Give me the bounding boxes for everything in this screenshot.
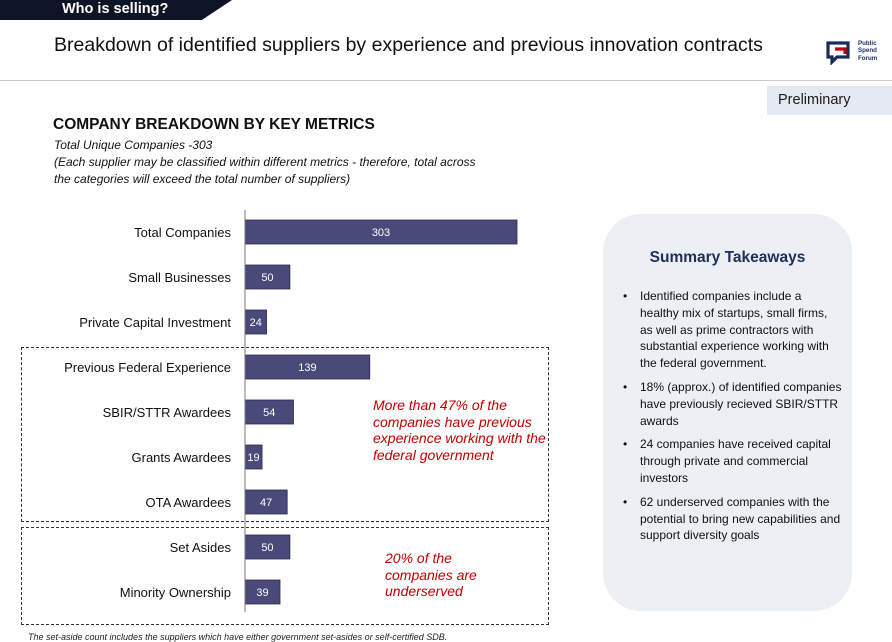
summary-item: • 18% (approx.) of identified companies h…: [623, 379, 842, 428]
bar-value-label: 303: [372, 227, 390, 239]
summary-takeaways-card: Summary Takeaways • Identified companies …: [603, 214, 852, 611]
bar-value-label: 50: [261, 542, 273, 554]
company-breakdown-bar-chart: 303 Total Companies 50 Small Businesses 24 Pr…: [64, 210, 518, 612]
bullet-icon: •: [623, 289, 628, 303]
logo-wordmark: Public Spend Forum: [858, 40, 878, 62]
summary-item: • Identified companies include a healthy …: [623, 289, 829, 371]
federal-experience-annotation: More than 47% of the companies have prev…: [373, 397, 546, 463]
bar-value-label: 39: [256, 587, 268, 599]
category-label: OTA Awardees: [145, 495, 231, 510]
preliminary-badge: Preliminary: [767, 86, 892, 115]
category-label: Small Businesses: [128, 270, 231, 285]
summary-title: Summary Takeaways: [649, 249, 806, 266]
chart-bar: [244, 219, 518, 245]
chart-bar: [244, 399, 294, 425]
summary-list: • Identified companies include a healthy …: [621, 288, 843, 551]
header-divider: [0, 80, 892, 81]
category-label: SBIR/STTR Awardees: [103, 405, 232, 420]
page-title: Breakdown of identified suppliers by exp…: [54, 34, 763, 56]
logo-mark-icon: [826, 41, 850, 65]
public-spend-forum-logo: Public Spend Forum: [825, 40, 885, 66]
chart-note-line-1: (Each supplier may be classified within …: [54, 155, 476, 169]
category-label: Private Capital Investment: [79, 315, 231, 330]
chart-bar: [244, 489, 288, 515]
bar-value-label: 50: [261, 272, 273, 284]
category-label: Grants Awardees: [132, 450, 232, 465]
underserved-group-box: [21, 527, 549, 625]
section-tab-label: Who is selling?: [62, 1, 169, 17]
chart-note-line-2: the categories will exceed the total num…: [54, 172, 351, 186]
chart-subtitle-block: Total Unique Companies -303 (Each suppli…: [54, 137, 534, 188]
category-label: Set Asides: [170, 540, 232, 555]
chart-subtitle: Total Unique Companies -303: [54, 138, 213, 152]
category-label: Previous Federal Experience: [64, 360, 231, 375]
chart-bar: [244, 534, 291, 560]
bar-value-label: 19: [247, 452, 259, 464]
chart-bar: [244, 354, 371, 380]
summary-item: • 24 companies have received capital thro…: [623, 437, 831, 485]
category-label: Total Companies: [134, 225, 231, 240]
bullet-icon: •: [623, 494, 628, 509]
chart-heading: COMPANY BREAKDOWN BY KEY METRICS: [53, 116, 375, 133]
chart-bar: [244, 579, 281, 605]
underserved-annotation: 20% of the companies are underserved: [385, 550, 477, 599]
bullet-icon: •: [623, 379, 628, 394]
federal-experience-group-box: [21, 347, 549, 522]
summary-item: • 62 underserved companies with the poten…: [623, 494, 841, 543]
bar-value-label: 24: [250, 317, 262, 329]
bar-value-label: 139: [298, 362, 316, 374]
bar-value-label: 47: [260, 497, 272, 509]
section-tab-banner: [0, 0, 232, 20]
footnote: The set-aside count includes the supplie…: [28, 632, 448, 642]
bar-value-label: 54: [263, 407, 275, 419]
category-label: Minority Ownership: [120, 585, 231, 600]
bullet-icon: •: [623, 437, 628, 452]
